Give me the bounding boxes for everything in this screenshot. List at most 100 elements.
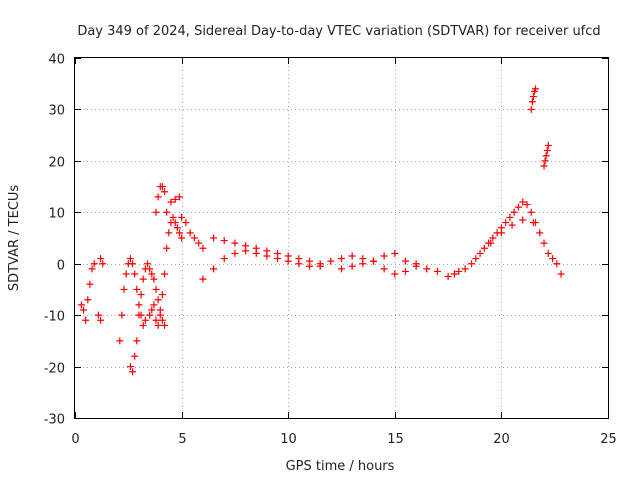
data-point [242, 247, 250, 255]
data-point [461, 265, 469, 273]
data-point [126, 255, 134, 263]
data-point [391, 270, 399, 278]
data-point [348, 252, 356, 260]
data-point [348, 262, 356, 270]
data-point [178, 213, 186, 221]
data-point [118, 311, 126, 319]
data-point [274, 255, 282, 263]
y-tick-label: 20 [48, 156, 65, 171]
data-point [199, 275, 207, 283]
data-point [77, 301, 85, 309]
data-point [553, 260, 561, 268]
data-point [508, 221, 516, 229]
data-point [540, 239, 548, 247]
data-point [391, 249, 399, 257]
data-point [487, 239, 495, 247]
data-point [359, 260, 367, 268]
data-point [158, 316, 166, 324]
y-tick-label: -10 [44, 310, 65, 325]
data-point [444, 273, 452, 281]
data-point [220, 237, 228, 245]
data-point [146, 265, 154, 273]
data-point [423, 265, 431, 273]
x-axis-label: GPS time / hours [286, 459, 395, 474]
data-point [88, 265, 96, 273]
data-point [152, 208, 160, 216]
data-point [380, 252, 388, 260]
y-tick-label: -30 [44, 413, 65, 428]
data-point [154, 296, 162, 304]
data-point [99, 260, 107, 268]
data-point [165, 229, 173, 237]
data-point [231, 239, 239, 247]
data-point [220, 255, 228, 263]
data-point [161, 270, 169, 278]
data-point [190, 234, 198, 242]
data-point [141, 316, 149, 324]
data-point [489, 234, 497, 242]
data-point [152, 285, 160, 293]
data-point [543, 147, 551, 155]
x-tick-label: 15 [387, 432, 404, 447]
data-point [527, 208, 535, 216]
data-point [163, 244, 171, 252]
data-point [97, 255, 105, 263]
data-point [129, 260, 137, 268]
data-point [231, 249, 239, 257]
data-point [129, 368, 137, 376]
data-point [252, 249, 260, 257]
x-tick-label: 10 [280, 432, 297, 447]
data-point [263, 252, 271, 260]
data-point [94, 311, 102, 319]
data-point [186, 229, 194, 237]
data-point [502, 219, 510, 227]
data-point [338, 255, 345, 263]
data-point [158, 183, 166, 191]
data-point [82, 316, 90, 324]
y-tick-label: 0 [57, 259, 65, 274]
data-point [544, 141, 552, 149]
data-point [401, 257, 409, 265]
data-point [497, 229, 505, 237]
data-point [284, 257, 292, 265]
data-point [472, 255, 480, 263]
data-point [528, 98, 536, 106]
data-point [161, 321, 169, 329]
data-point [468, 260, 476, 268]
data-points [77, 85, 565, 376]
y-tick-label: -20 [44, 362, 65, 377]
data-point [540, 162, 548, 170]
data-point [369, 257, 377, 265]
data-point [135, 301, 143, 309]
data-point [137, 291, 145, 299]
data-point [171, 219, 179, 227]
data-point [139, 275, 147, 283]
data-point [338, 265, 345, 273]
y-tick-label: 30 [48, 104, 65, 119]
data-point [532, 85, 540, 93]
data-point [131, 270, 139, 278]
data-point [210, 265, 218, 273]
data-point [133, 337, 141, 345]
data-point [519, 216, 527, 224]
data-point [150, 301, 158, 309]
data-point [146, 311, 154, 319]
data-point [139, 321, 147, 329]
data-point [306, 262, 314, 270]
data-point [171, 195, 179, 203]
data-point [529, 219, 537, 227]
data-point [455, 267, 463, 275]
data-point [169, 213, 177, 221]
data-point [148, 270, 156, 278]
data-point [175, 229, 183, 237]
data-point [133, 285, 141, 293]
data-point [536, 229, 544, 237]
data-point [523, 201, 531, 209]
data-point [126, 363, 134, 371]
data-point [380, 265, 388, 273]
data-point [154, 321, 162, 329]
data-point [80, 306, 88, 314]
data-point [86, 280, 94, 288]
data-point [557, 270, 565, 278]
data-point [84, 296, 92, 304]
